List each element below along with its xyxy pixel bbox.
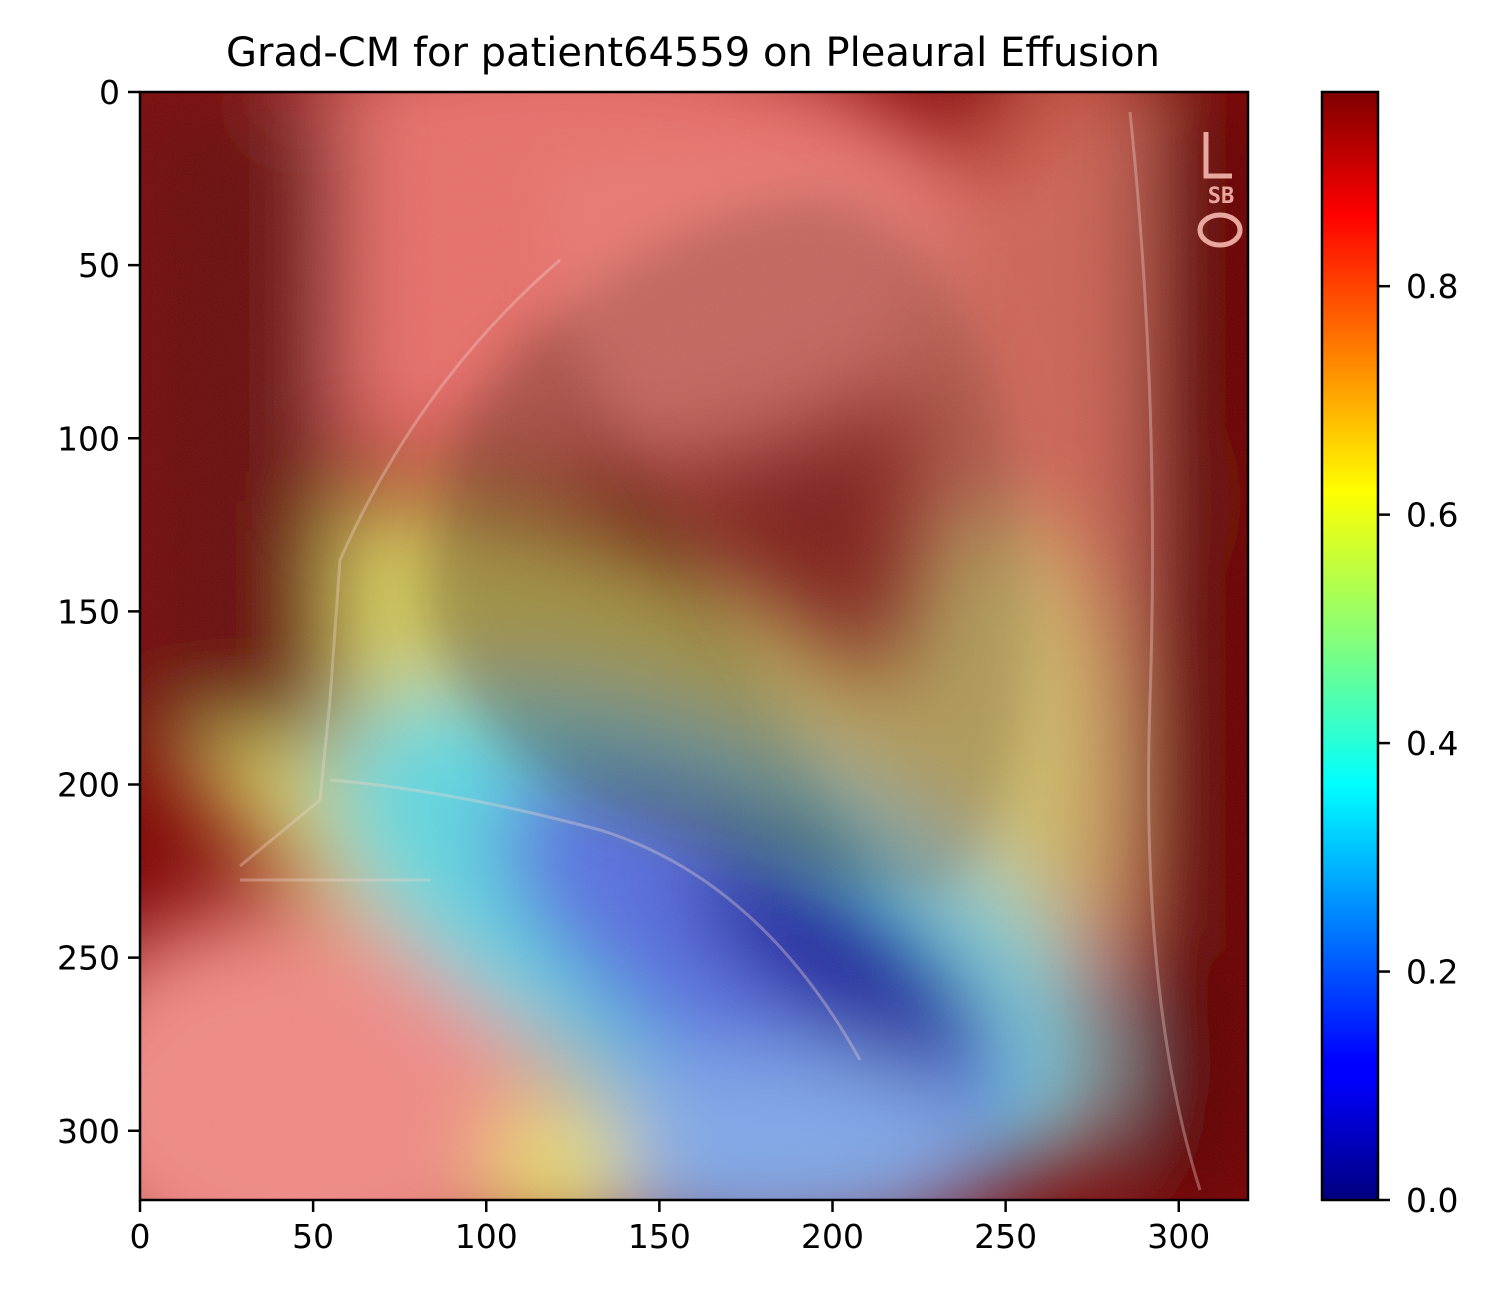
colorbar-tick-label: 0.0 [1406, 1181, 1458, 1220]
y-tick-label: 200 [57, 766, 120, 805]
colorbar [1320, 90, 1380, 1202]
y-tick-label: 300 [57, 1112, 120, 1151]
x-tick-label: 300 [1147, 1217, 1210, 1256]
x-tick-label: 150 [628, 1217, 691, 1256]
y-axis: 0 50 100 150 200 250 300 [57, 73, 140, 1151]
x-tick-label: 0 [130, 1217, 151, 1256]
y-tick-label: 250 [57, 939, 120, 978]
heatmap-image: L SB [140, 92, 1248, 1200]
x-tick-label: 100 [455, 1217, 518, 1256]
colorbar-tick-label: 0.4 [1406, 724, 1458, 763]
x-tick-label: 50 [292, 1217, 334, 1256]
colorbar-tick-label: 0.6 [1406, 496, 1458, 535]
colorbar-tick-label: 0.2 [1406, 953, 1458, 992]
image-marker [1197, 132, 1243, 248]
y-tick-label: 50 [78, 246, 120, 285]
y-tick-label: 100 [57, 419, 120, 458]
chart-title: Grad-CM for patient64559 on Pleaural Eff… [226, 30, 1160, 76]
plot-frame [138, 90, 1250, 1202]
x-tick-label: 250 [974, 1217, 1037, 1256]
y-tick-label: 0 [99, 73, 120, 112]
image-marker-sb: SB [1208, 184, 1235, 209]
colorbar-axis: 0.0 0.2 0.4 0.6 0.8 [1378, 267, 1458, 1220]
y-tick-label: 150 [57, 592, 120, 631]
x-axis: 0 50 100 150 200 250 300 [130, 1200, 1210, 1256]
x-tick-label: 200 [801, 1217, 864, 1256]
colorbar-tick-label: 0.8 [1406, 267, 1458, 306]
